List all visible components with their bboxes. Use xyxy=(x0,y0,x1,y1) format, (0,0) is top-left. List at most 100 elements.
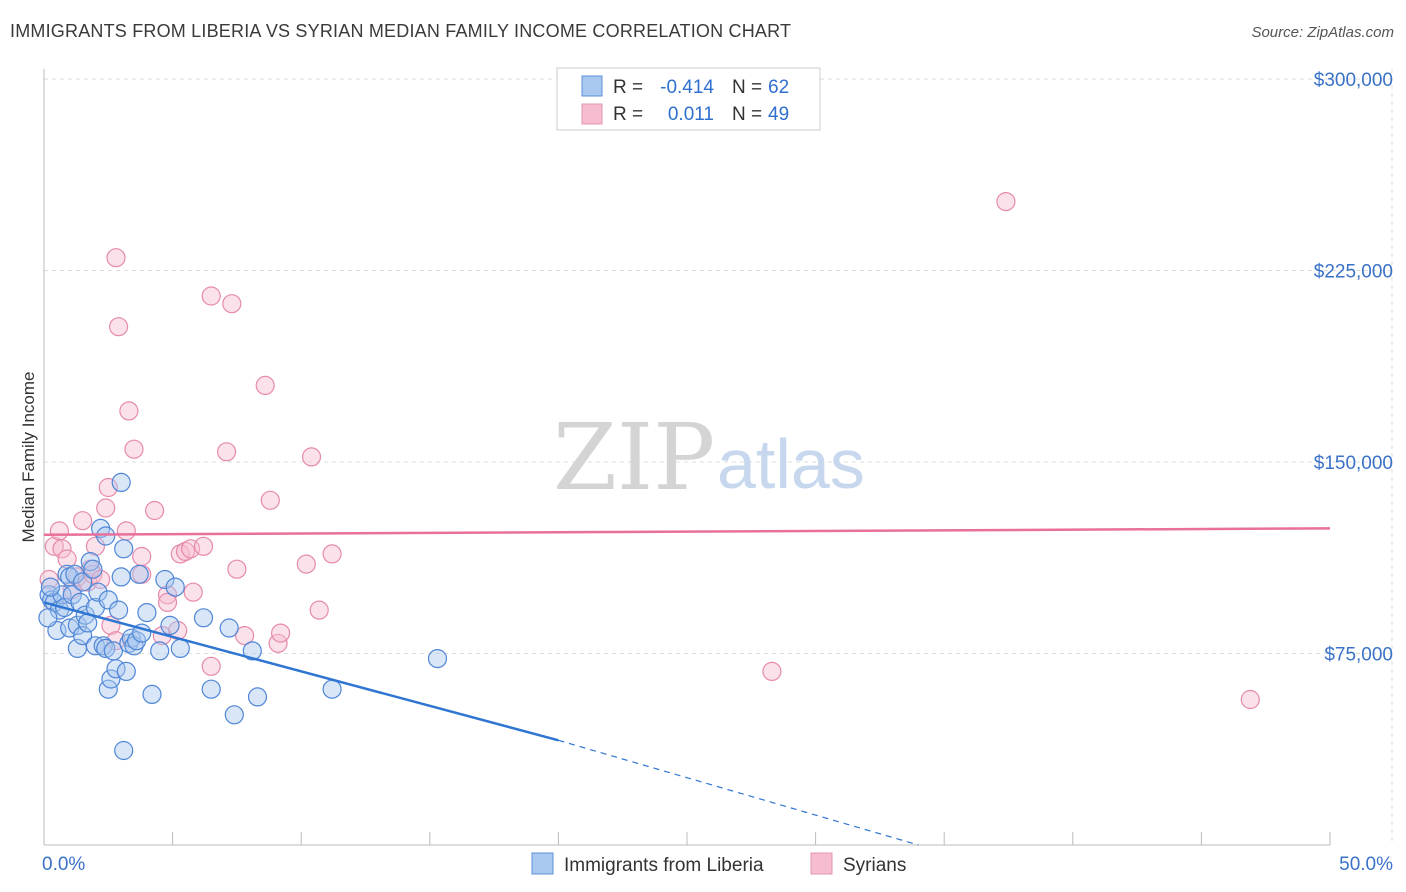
syrians-point-44 xyxy=(296,554,316,574)
liberia-point-25 xyxy=(93,636,113,656)
liberia-point-40 xyxy=(121,628,141,648)
liberia-point-35 xyxy=(111,472,131,492)
legend-swatch-syrians xyxy=(581,103,603,125)
trend-lines xyxy=(43,527,1331,846)
syrians-point-2 xyxy=(49,521,70,541)
liberia-point-52 xyxy=(193,608,214,628)
syrians-point-35 xyxy=(201,286,221,306)
liberia-point-45 xyxy=(137,602,157,623)
syrians-point-19 xyxy=(116,521,136,541)
liberia-point-60 xyxy=(38,608,58,628)
liberia-point-7 xyxy=(57,564,77,584)
syrians-point-36 xyxy=(217,442,237,462)
grid-lines xyxy=(44,69,1393,845)
liberia-point-26 xyxy=(96,526,116,546)
syrians-point-21 xyxy=(124,439,144,459)
liberia-point-15 xyxy=(72,572,93,592)
syrians-point-1 xyxy=(44,536,64,556)
legend-n-label-2: N = xyxy=(732,104,762,125)
liberia-point-30 xyxy=(101,669,121,689)
syrians-point-13 xyxy=(96,498,116,518)
syrians-point-49 xyxy=(996,192,1016,212)
liberia-point-56 xyxy=(242,641,262,661)
liberia-trend-line xyxy=(43,601,559,742)
liberia-point-47 xyxy=(150,641,170,661)
syrians-point-41 xyxy=(260,490,280,510)
chart-title: IMMIGRANTS FROM LIBERIA VS SYRIAN MEDIAN… xyxy=(10,21,792,41)
liberia-point-57 xyxy=(247,687,268,707)
liberia-point-16 xyxy=(72,625,93,646)
syrians-point-24 xyxy=(145,500,165,521)
y-axis-label: Median Family Income xyxy=(19,371,38,542)
syrians-point-50 xyxy=(1240,689,1260,710)
syrians-point-43 xyxy=(271,623,291,643)
liberia-point-19 xyxy=(80,551,100,572)
legend-r-value-1: -0.414 xyxy=(660,77,714,98)
watermark-zip: ZIP xyxy=(553,404,715,511)
legend-r-label-1: R = xyxy=(613,77,643,98)
syrians-point-7 xyxy=(72,511,93,531)
liberia-point-61 xyxy=(40,577,61,597)
y-tick-label-1: $150,000 xyxy=(1314,453,1393,474)
x-ticks xyxy=(43,832,1331,845)
x-tick-label-max: 50.0% xyxy=(1339,854,1393,875)
liberia-point-11 xyxy=(65,564,85,584)
x-tick-label-min: 0.0% xyxy=(42,854,85,875)
liberia-point-48 xyxy=(155,569,175,590)
liberia-point-59 xyxy=(427,648,448,669)
syrians-point-32 xyxy=(183,582,203,602)
legend-n-value-2: 49 xyxy=(768,104,789,125)
liberia-point-37 xyxy=(114,740,134,761)
liberia-point-54 xyxy=(219,618,239,638)
liberia-point-53 xyxy=(201,679,221,699)
stats-legend: R = -0.414 N = 62 R = 0.011 N = 49 xyxy=(556,67,821,131)
syrians-points xyxy=(39,192,1260,710)
syrians-point-17 xyxy=(106,248,126,268)
legend-n-label-1: N = xyxy=(732,77,762,98)
legend-swatch-liberia xyxy=(581,75,603,97)
liberia-point-5 xyxy=(52,585,72,605)
series-legend: Immigrants from Liberia Syrians xyxy=(531,852,906,876)
liberia-point-33 xyxy=(108,600,129,620)
syrians-point-37 xyxy=(222,294,242,314)
liberia-point-49 xyxy=(160,615,180,636)
syrians-trend-line xyxy=(43,527,1331,537)
liberia-point-50 xyxy=(165,577,185,597)
syrians-point-26 xyxy=(157,585,178,605)
liberia-point-36 xyxy=(114,539,134,559)
syrians-point-33 xyxy=(193,536,214,556)
liberia-point-23 xyxy=(88,582,108,602)
syrians-point-29 xyxy=(170,544,190,564)
watermark-atlas: atlas xyxy=(717,425,865,503)
y-tick-label-2: $225,000 xyxy=(1314,262,1393,283)
syrians-point-34 xyxy=(201,656,221,676)
source-credit: Source: ZipAtlas.com xyxy=(1251,24,1394,41)
syrians-point-38 xyxy=(227,559,247,579)
syrians-point-22 xyxy=(132,546,152,567)
syrians-point-11 xyxy=(85,536,106,556)
liberia-point-34 xyxy=(111,567,131,587)
y-tick-labels: $75,000 $150,000 $225,000 $300,000 xyxy=(1314,70,1393,666)
liberia-point-28 xyxy=(98,590,118,610)
y-tick-label-0: $75,000 xyxy=(1324,645,1393,666)
syrians-point-3 xyxy=(52,539,72,559)
syrians-point-0 xyxy=(39,569,59,590)
legend-r-label-2: R = xyxy=(613,104,643,125)
liberia-point-58 xyxy=(322,679,342,699)
legend-n-value-1: 62 xyxy=(768,77,789,98)
syrians-point-47 xyxy=(322,544,342,564)
syrians-point-20 xyxy=(119,401,139,421)
syrians-point-45 xyxy=(301,447,322,467)
syrians-point-46 xyxy=(309,600,329,620)
series-legend-swatch-syrians xyxy=(810,852,833,875)
liberia-trend-extension xyxy=(558,739,919,846)
series-legend-label-liberia: Immigrants from Liberia xyxy=(564,855,764,876)
syrians-point-30 xyxy=(175,541,196,562)
liberia-point-20 xyxy=(83,559,103,579)
syrians-point-39 xyxy=(235,625,255,646)
legend-r-value-2: 0.011 xyxy=(668,104,714,125)
liberia-point-39 xyxy=(119,633,139,653)
liberia-point-27 xyxy=(96,638,116,659)
series-legend-swatch-liberia xyxy=(531,852,554,875)
